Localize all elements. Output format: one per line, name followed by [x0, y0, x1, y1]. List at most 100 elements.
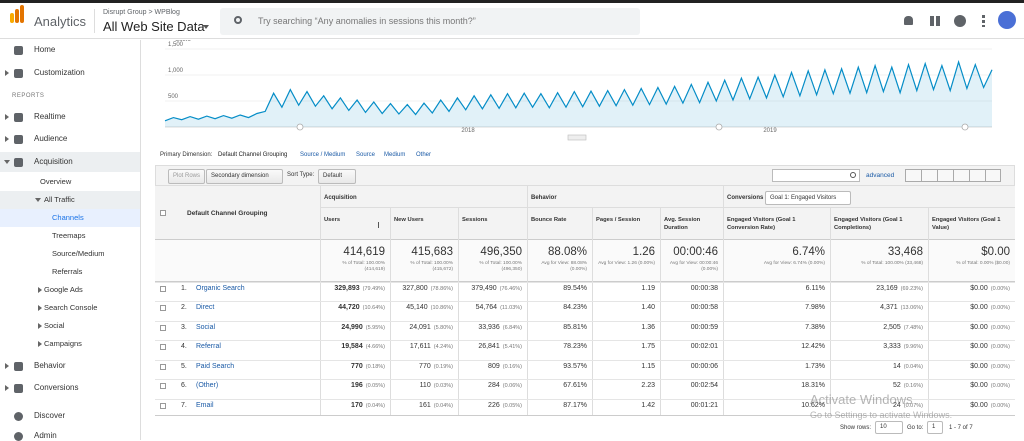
row-divider	[155, 340, 1015, 341]
column-header[interactable]: Avg. Session Duration	[664, 217, 701, 231]
row-checkbox[interactable]	[160, 403, 166, 409]
channel-link[interactable]: Paid Search	[196, 363, 235, 370]
expand-arrow	[5, 136, 9, 142]
group-header: Acquisition	[324, 195, 357, 201]
column-header[interactable]: New Users	[394, 217, 424, 223]
column-header[interactable]: Sessions	[462, 217, 488, 223]
total-subtext: % of Total: 0.00% ($0.00)	[956, 261, 1010, 266]
channel-link[interactable]: Organic Search	[196, 285, 245, 292]
nav-item[interactable]: Campaigns	[44, 339, 82, 348]
advanced-link[interactable]: advanced	[866, 172, 895, 179]
view-switcher[interactable]	[905, 169, 1001, 182]
nav-icon	[14, 412, 23, 421]
nav-item[interactable]: Google Ads	[44, 285, 83, 294]
total-subtext: % of Total: 100.00% (33,468)	[861, 261, 923, 266]
column-header[interactable]: Bounce Rate	[531, 217, 567, 223]
dimension-option[interactable]: Other	[416, 152, 432, 158]
legend-label: Users	[175, 40, 191, 43]
channel-link[interactable]: Referral	[196, 343, 221, 350]
goto-input[interactable]: 1	[927, 421, 943, 434]
cell-share: (9.96%)	[903, 344, 923, 350]
cell-border	[458, 207, 459, 416]
show-rows-select[interactable]: 10	[875, 421, 903, 434]
table-cell: 52 (0.16%)	[830, 382, 928, 389]
table-search[interactable]	[772, 169, 860, 182]
total-subtext: Avg for View: 1.26 (0.00%)	[598, 261, 655, 266]
channel-link[interactable]: Email	[196, 402, 214, 409]
dimension-header: Default Channel Grouping	[187, 210, 268, 217]
dimension-option[interactable]: Source / Medium	[300, 152, 346, 158]
nav-item[interactable]: Admin	[34, 431, 57, 440]
column-header[interactable]: Users	[324, 217, 341, 223]
table-cell: 00:00:59	[660, 324, 723, 331]
cell-share: (5.95%)	[365, 325, 385, 331]
channel-link[interactable]: Direct	[196, 304, 215, 311]
row-checkbox[interactable]	[160, 325, 166, 331]
cell-value: 6.11%	[805, 285, 825, 292]
cell-value: 00:00:59	[690, 324, 718, 331]
nav-item[interactable]: Source/Medium	[52, 249, 105, 258]
help-icon[interactable]	[954, 15, 966, 27]
table-cell: 6.11%	[723, 285, 830, 292]
dimension-option[interactable]: Source	[356, 152, 376, 158]
account-breadcrumb[interactable]: Disrupt Group > WPBlog	[103, 9, 180, 16]
search-bar[interactable]: Try searching “Any anomalies in sessions…	[220, 8, 640, 35]
sort-type-select[interactable]: Default	[318, 169, 356, 184]
property-selector[interactable]: All Web Site Data	[103, 19, 205, 34]
nav-item[interactable]: Customization	[34, 68, 85, 77]
top-edge	[0, 0, 1024, 3]
column-header[interactable]: Engaged Visitors (Goal 1 Completions)	[834, 217, 903, 231]
cell-value: 1.15	[641, 363, 655, 370]
dimension-option[interactable]: Medium	[384, 152, 406, 158]
cell-value: 809	[488, 363, 500, 370]
row-checkbox[interactable]	[160, 305, 166, 311]
table-cell: 284 (0.06%)	[458, 382, 527, 389]
column-header[interactable]: Engaged Visitors (Goal 1 Conversion Rate…	[727, 217, 796, 231]
nav-item[interactable]: Social	[44, 321, 65, 330]
select-all-checkbox[interactable]	[160, 210, 166, 216]
avatar[interactable]	[998, 11, 1016, 29]
nav-item[interactable]: Treemaps	[52, 231, 86, 240]
nav-item[interactable]: Overview	[40, 177, 72, 186]
menu-icon[interactable]	[982, 15, 985, 27]
row-checkbox[interactable]	[160, 344, 166, 350]
nav-item[interactable]: Discover	[34, 411, 66, 420]
cell-value: $0.00	[970, 343, 988, 350]
table-cell: 44,720 (10.64%)	[320, 304, 390, 311]
row-checkbox[interactable]	[160, 364, 166, 370]
nav-item[interactable]: Search Console	[44, 303, 98, 312]
column-header[interactable]: Pages / Session	[596, 217, 641, 223]
row-checkbox[interactable]	[160, 383, 166, 389]
notifications-icon[interactable]	[904, 16, 913, 25]
cell-value: 52	[892, 382, 901, 389]
nav-item[interactable]: Behavior	[34, 361, 66, 370]
table-cell: 1.75	[592, 343, 660, 350]
plot-rows-button[interactable]: Plot Rows	[168, 169, 206, 184]
table-cell: 45,140 (10.86%)	[390, 304, 458, 311]
dimension-label: Primary Dimension:	[160, 152, 213, 158]
cell-value: 93.57%	[563, 363, 587, 370]
nav-item[interactable]: All Traffic	[44, 195, 75, 204]
cell-share: (0.05%)	[502, 403, 522, 409]
nav-item[interactable]: Acquisition	[34, 157, 73, 166]
nav-item[interactable]: Home	[34, 45, 56, 54]
nav-item[interactable]: Audience	[34, 134, 68, 143]
nav-item[interactable]: Channels	[52, 213, 84, 222]
acquisition-highlight	[0, 152, 140, 172]
column-header[interactable]: Engaged Visitors (Goal 1 Value)	[932, 217, 1001, 231]
row-checkbox[interactable]	[160, 286, 166, 292]
table-cell: 1.36	[592, 324, 660, 331]
goal-select[interactable]: Goal 1: Engaged Visitors	[765, 191, 851, 205]
table-cell: 10.62%	[723, 402, 830, 409]
table-cell: 87.17%	[527, 402, 592, 409]
table-cell: 1.42	[592, 402, 660, 409]
nav-item[interactable]: Referrals	[52, 267, 83, 276]
nav-item[interactable]: Conversions	[34, 383, 79, 392]
channel-link[interactable]: Social	[196, 324, 216, 331]
channel-link[interactable]: (Other)	[196, 382, 219, 389]
secondary-dimension-select[interactable]: Secondary dimension	[206, 169, 283, 184]
apps-icon[interactable]	[930, 16, 940, 26]
table-cell: 00:00:06	[660, 363, 723, 370]
cell-value: 67.61%	[563, 382, 587, 389]
nav-item[interactable]: Realtime	[34, 112, 66, 121]
